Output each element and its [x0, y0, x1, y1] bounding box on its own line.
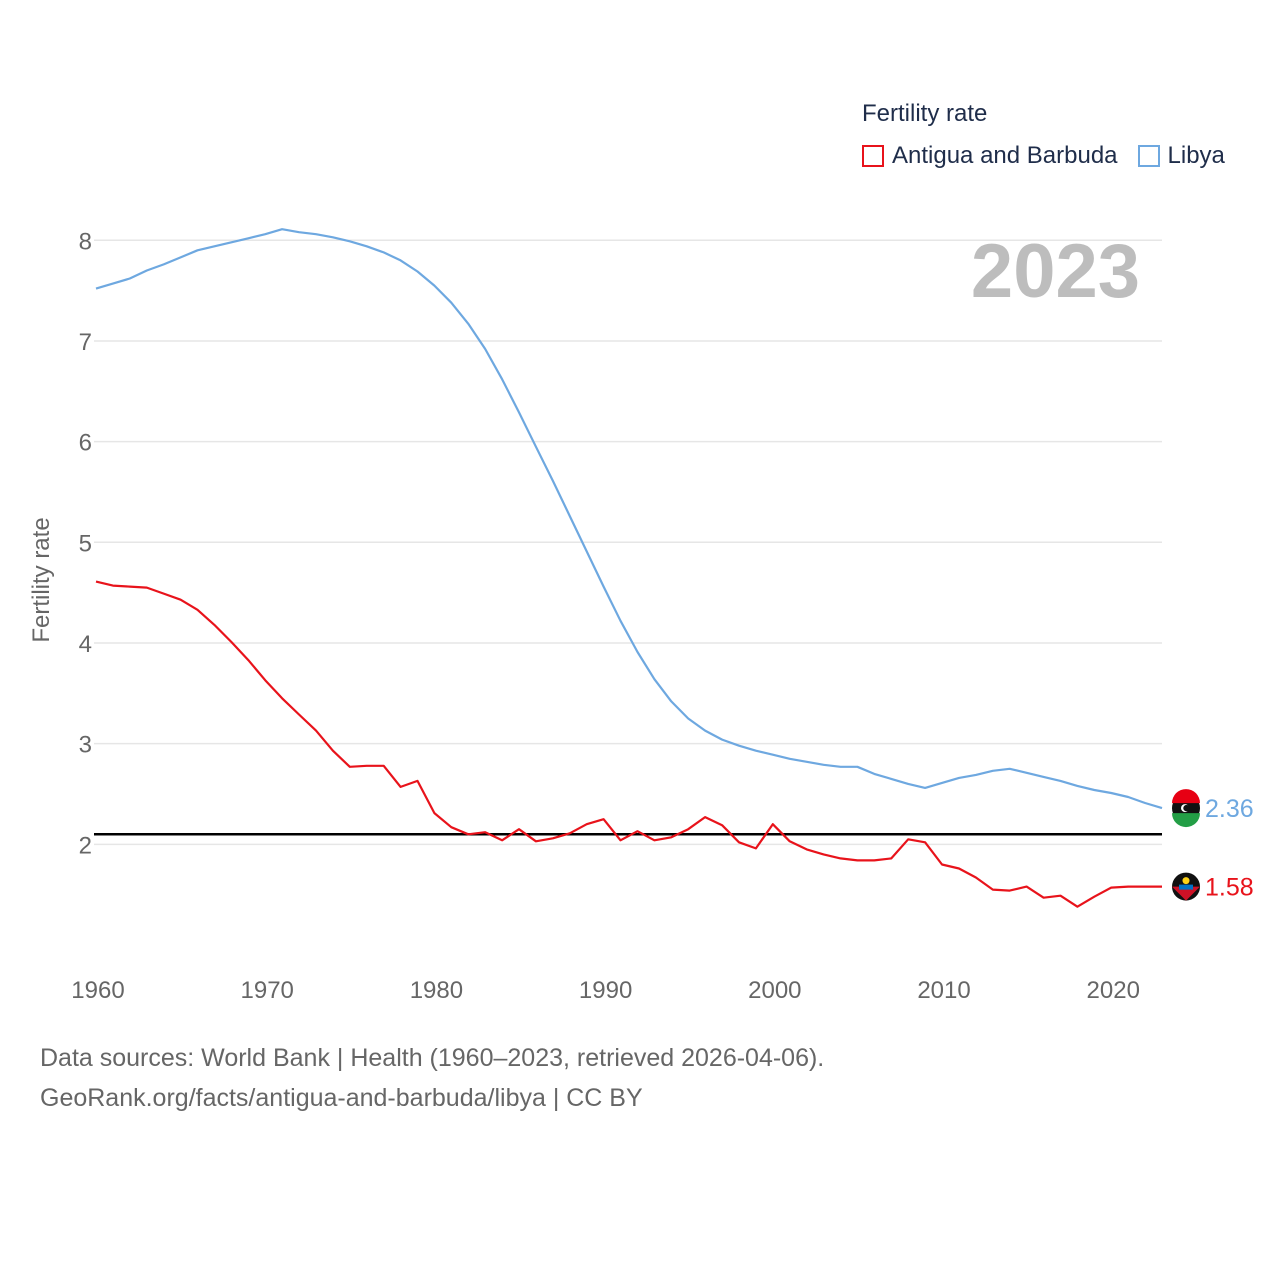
legend: Antigua and Barbuda Libya — [862, 142, 1245, 170]
y-tick-label-7: 7 — [79, 329, 92, 356]
flag-triangle-antigua — [1172, 886, 1200, 901]
legend-label-libya: Libya — [1167, 142, 1225, 169]
x-tick-label-1970: 1970 — [241, 977, 294, 1004]
series-line-libya — [95, 228, 1163, 810]
x-tick-label-2000: 2000 — [748, 977, 801, 1004]
y-tick-label-8: 8 — [79, 228, 92, 255]
legend-swatch-antigua — [862, 145, 884, 167]
y-tick-label-2: 2 — [79, 832, 92, 859]
legend-item-antigua[interactable]: Antigua and Barbuda — [862, 142, 1118, 170]
y-tick-label-6: 6 — [79, 430, 92, 457]
end-label-libya: 2.36 — [1205, 795, 1254, 823]
x-axis-ticks: 1960 1970 1980 1990 2000 2010 2020 — [71, 977, 1140, 1004]
current-year-label: 2023 — [970, 229, 1140, 314]
series-lines — [95, 228, 1163, 908]
flag-sun-antigua — [1182, 877, 1190, 885]
legend-item-libya[interactable]: Libya — [1137, 142, 1225, 170]
y-tick-label-5: 5 — [79, 530, 92, 557]
legend-swatch-libya — [1137, 145, 1160, 167]
x-tick-label-2020: 2020 — [1087, 977, 1140, 1004]
flag-marker-top-libya — [1172, 789, 1200, 804]
y-tick-label-3: 3 — [79, 732, 92, 759]
grid-lines — [94, 239, 1162, 846]
end-label-antigua: 1.58 — [1205, 874, 1254, 902]
x-tick-label-1960: 1960 — [71, 977, 124, 1004]
x-tick-label-1980: 1980 — [410, 977, 463, 1004]
flag-marker-libya — [1172, 789, 1200, 828]
x-tick-label-2010: 2010 — [917, 977, 970, 1004]
flag-marker-antigua — [1172, 872, 1200, 901]
flag-crescent-cut-libya — [1183, 804, 1190, 812]
source-note: Data sources: World Bank | Health (1960–… — [40, 1044, 825, 1072]
legend-label-antigua: Antigua and Barbuda — [892, 142, 1118, 169]
source-link[interactable]: GeoRank.org/facts/antigua-and-barbuda/li… — [40, 1084, 643, 1112]
y-tick-label-4: 4 — [79, 631, 92, 658]
y-axis-ticks: 2 3 4 5 6 7 8 — [79, 228, 92, 859]
x-tick-label-1990: 1990 — [579, 977, 632, 1004]
series-end-markers: 1.58 2.36 — [1172, 789, 1254, 902]
flag-band-antigua — [1179, 884, 1193, 890]
flag-marker-bottom-libya — [1172, 813, 1200, 828]
y-axis-title: Fertility rate — [28, 517, 55, 643]
series-line-antigua — [95, 580, 1162, 908]
legend-title: Fertility rate — [862, 100, 988, 127]
